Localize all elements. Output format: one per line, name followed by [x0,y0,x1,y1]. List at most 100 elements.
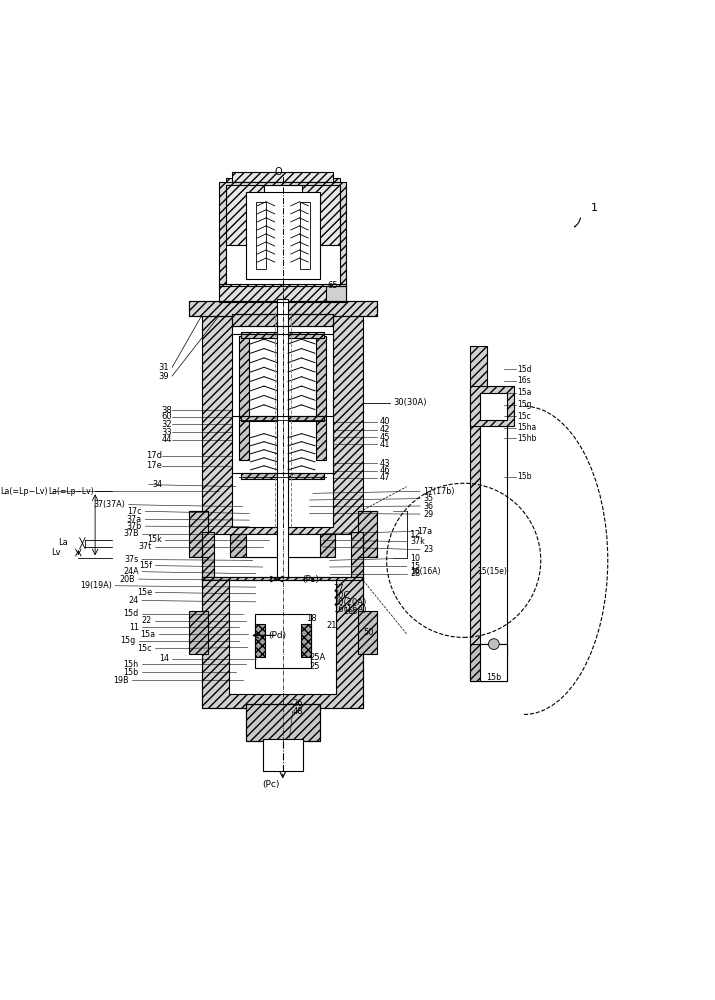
Text: 14: 14 [159,654,169,663]
Text: 31: 31 [158,363,169,372]
Text: 15hb: 15hb [518,434,537,443]
Text: Lv: Lv [51,548,61,557]
Text: 17d: 17d [146,451,162,460]
Bar [262,739,303,771]
Text: 24A: 24A [123,567,139,576]
Text: 16s: 16s [518,376,531,385]
Text: 26: 26 [293,699,303,708]
Text: 24: 24 [129,596,139,605]
Text: 15d: 15d [518,365,532,374]
Text: 16(16A): 16(16A) [333,605,367,614]
Text: 17c: 17c [127,507,142,516]
Text: 32: 32 [162,420,172,429]
Bar [358,611,377,654]
Bar [316,336,326,460]
Text: 15b: 15b [124,668,139,677]
Bar [255,614,311,668]
Text: 27: 27 [333,584,344,593]
Bar [358,511,377,557]
Text: 15b: 15b [486,673,501,682]
Text: 41: 41 [380,440,390,449]
Text: 15a: 15a [518,388,532,397]
Text: 20(20A): 20(20A) [333,598,366,607]
Text: 20C: 20C [333,591,350,600]
Bar [470,346,487,681]
Text: 37a: 37a [127,515,142,524]
Text: 15c: 15c [518,412,531,421]
Bar [241,416,325,421]
Text: 30(30A): 30(30A) [393,398,427,407]
Circle shape [488,639,499,649]
Text: 15: 15 [410,562,420,571]
Text: 28: 28 [410,569,420,578]
Bar [470,644,507,681]
Text: 15a: 15a [140,630,155,639]
Text: 16(16A): 16(16A) [410,567,440,576]
Text: 39: 39 [158,372,169,381]
Text: 22: 22 [142,616,152,625]
Text: 42: 42 [380,425,390,434]
Polygon shape [219,182,347,286]
Bar [256,202,266,269]
Text: 21: 21 [326,621,337,630]
Text: 15d: 15d [124,609,139,618]
Text: 10: 10 [410,554,420,563]
Text: (Pd): (Pd) [268,631,286,640]
Text: 37(37A): 37(37A) [94,500,125,509]
Bar [480,644,507,681]
Text: 12: 12 [410,530,421,539]
Text: 37b: 37b [127,522,142,531]
Text: 45: 45 [380,433,390,442]
Text: 1: 1 [591,203,598,213]
Text: 37B: 37B [123,529,139,538]
Text: 37t: 37t [139,542,152,551]
Text: O: O [275,167,282,177]
Bar [241,473,325,479]
Text: 15k: 15k [147,535,162,544]
Bar [351,532,363,580]
Text: 19(19A): 19(19A) [80,581,112,590]
Text: 46: 46 [380,466,390,475]
Bar [241,332,325,338]
Bar [277,299,288,580]
Bar [480,420,507,654]
Text: 18: 18 [306,614,317,623]
Text: 25: 25 [310,662,320,671]
Bar [226,178,340,245]
Text: 36: 36 [423,502,433,511]
Text: 11: 11 [129,623,139,632]
Text: La(=Lp−Lv): La(=Lp−Lv) [1,487,48,496]
Bar [480,393,507,420]
Bar [189,511,207,557]
Bar [301,624,311,657]
Text: 37k: 37k [410,537,425,546]
Bar [219,284,347,302]
Bar [229,580,336,694]
Bar [246,192,320,279]
Text: 17e: 17e [147,461,162,470]
Text: 15b: 15b [518,472,532,481]
Bar [230,534,335,557]
Bar [264,185,302,245]
Text: 19B: 19B [113,676,129,685]
Bar [470,386,514,426]
Text: 25A: 25A [310,653,326,662]
Text: 40: 40 [380,417,390,426]
Text: 60: 60 [162,412,172,421]
Text: 44: 44 [162,435,172,444]
Text: 15g: 15g [518,400,532,409]
Text: 43: 43 [380,459,390,468]
Text: 23: 23 [423,545,433,554]
Bar [232,306,333,527]
Bar [246,534,320,557]
Bar [189,301,377,316]
FancyArrowPatch shape [574,218,581,227]
Bar [300,202,310,269]
Bar [232,172,333,182]
Bar [202,577,363,708]
Text: 50: 50 [363,628,374,637]
Text: 48: 48 [293,707,303,716]
Text: 15f: 15f [139,561,152,570]
Bar [326,286,347,302]
Text: 35: 35 [423,494,433,503]
